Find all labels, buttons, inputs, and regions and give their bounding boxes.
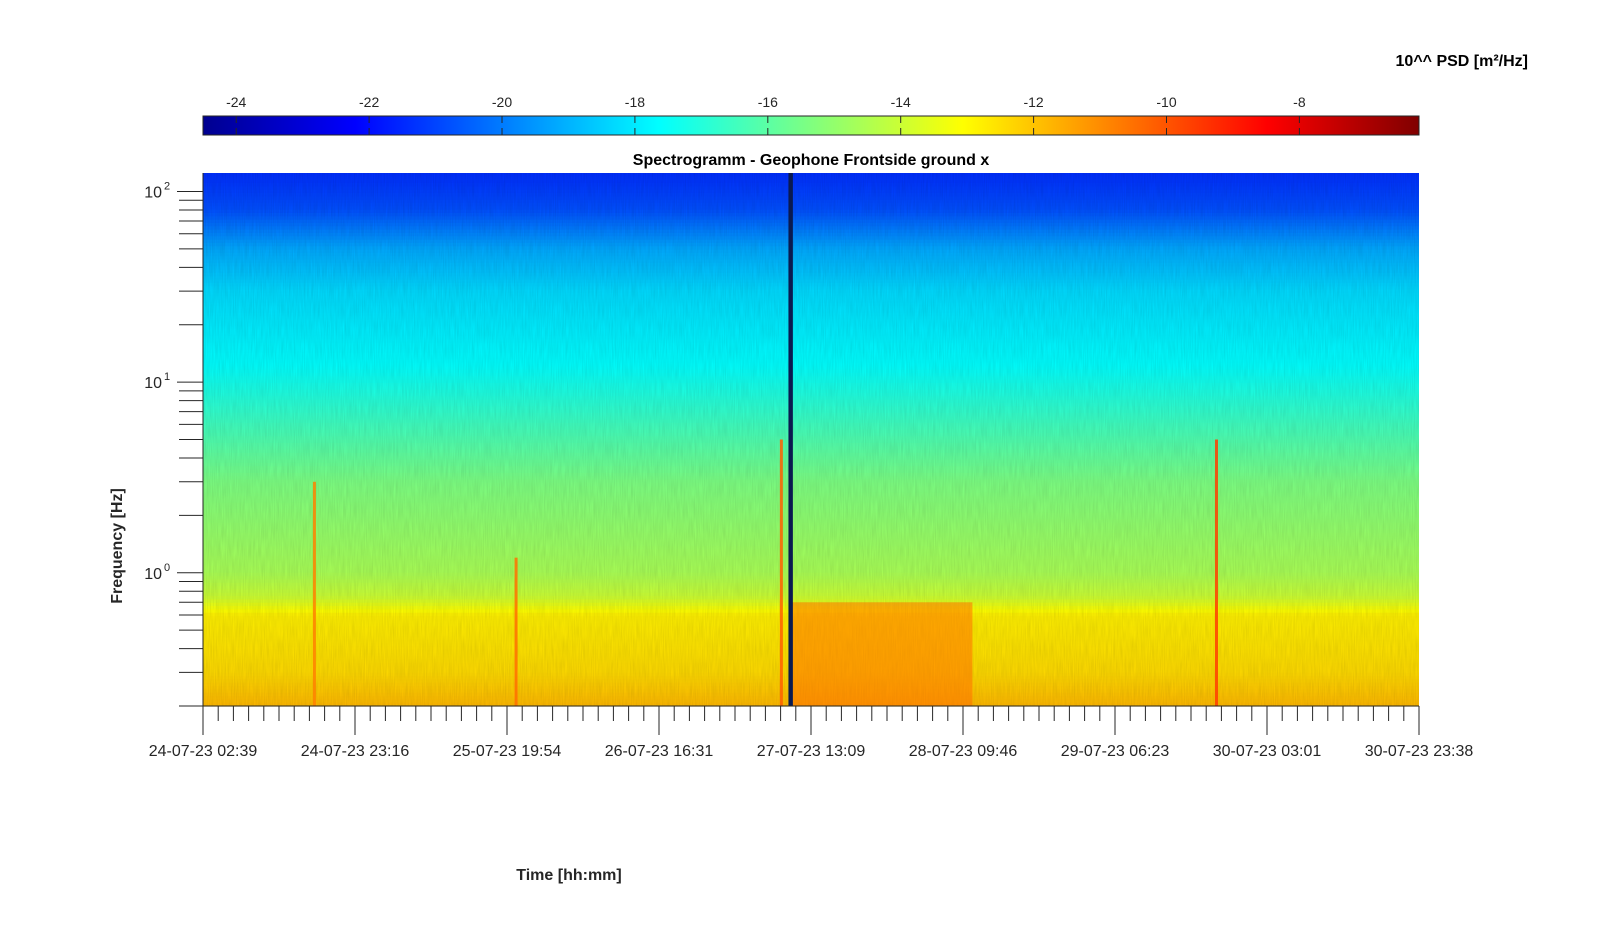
x-tick-label: 29-07-23 06:23 bbox=[1061, 743, 1170, 760]
plot-area bbox=[203, 173, 1419, 707]
colorbar-tick-label: -22 bbox=[359, 94, 379, 110]
y-tick-exponent: 0 bbox=[164, 562, 170, 574]
x-tick-label: 26-07-23 16:31 bbox=[605, 743, 714, 760]
event-mark bbox=[514, 557, 518, 706]
colorbar-tick-label: -8 bbox=[1293, 94, 1306, 110]
x-ticks: 24-07-23 02:39 24-07-23 23:16 25-07-23 19:… bbox=[149, 706, 1474, 760]
event-mark bbox=[312, 481, 316, 706]
colorbar-tick-label: -16 bbox=[758, 94, 778, 110]
x-tick-label: 27-07-23 13:09 bbox=[757, 743, 866, 760]
x-tick-label: 30-07-23 23:38 bbox=[1365, 743, 1474, 760]
colorbar-tick-label: -24 bbox=[226, 94, 246, 110]
colorbar-tick-label: -10 bbox=[1156, 94, 1176, 110]
colorbar-tick-label: -14 bbox=[891, 94, 911, 110]
colorbar-label: 10^^ PSD [m²/Hz] bbox=[1396, 53, 1528, 70]
x-axis-label: Time [hh:mm] bbox=[516, 867, 621, 884]
x-tick-label: 24-07-23 23:16 bbox=[301, 743, 410, 760]
x-tick-label: 28-07-23 09:46 bbox=[909, 743, 1018, 760]
colorbar-ticks: -24 -22 -20 -18 -16 -14 -12 -10 -8 bbox=[226, 94, 1306, 135]
x-tick-label: 30-07-23 03:01 bbox=[1213, 743, 1322, 760]
y-tick-exponent: 1 bbox=[164, 371, 170, 383]
y-tick-label: 10 bbox=[144, 184, 162, 201]
y-axis-label: Frequency [Hz] bbox=[109, 488, 126, 604]
colorbar-tick-label: -18 bbox=[625, 94, 645, 110]
x-tick-label: 24-07-23 02:39 bbox=[149, 743, 258, 760]
colorbar-tick-label: -20 bbox=[492, 94, 512, 110]
high-noise-region bbox=[791, 602, 973, 706]
data-gap bbox=[788, 173, 793, 706]
chart-title: Spectrogramm - Geophone Frontside ground… bbox=[633, 152, 990, 169]
event-mark bbox=[779, 439, 783, 706]
colorbar-tick-label: -12 bbox=[1023, 94, 1043, 110]
colorbar: 10^^ PSD [m²/Hz] -24 -22 -20 -18 -16 -14 -12 -1… bbox=[202, 53, 1528, 136]
event-mark bbox=[1214, 439, 1218, 706]
y-tick-exponent: 2 bbox=[164, 180, 170, 192]
y-tick-label: 10 bbox=[144, 566, 162, 583]
colorbar-gradient bbox=[202, 115, 1420, 136]
x-tick-label: 25-07-23 19:54 bbox=[453, 743, 562, 760]
event-marks bbox=[312, 173, 1218, 706]
y-tick-label: 10 bbox=[144, 375, 162, 392]
